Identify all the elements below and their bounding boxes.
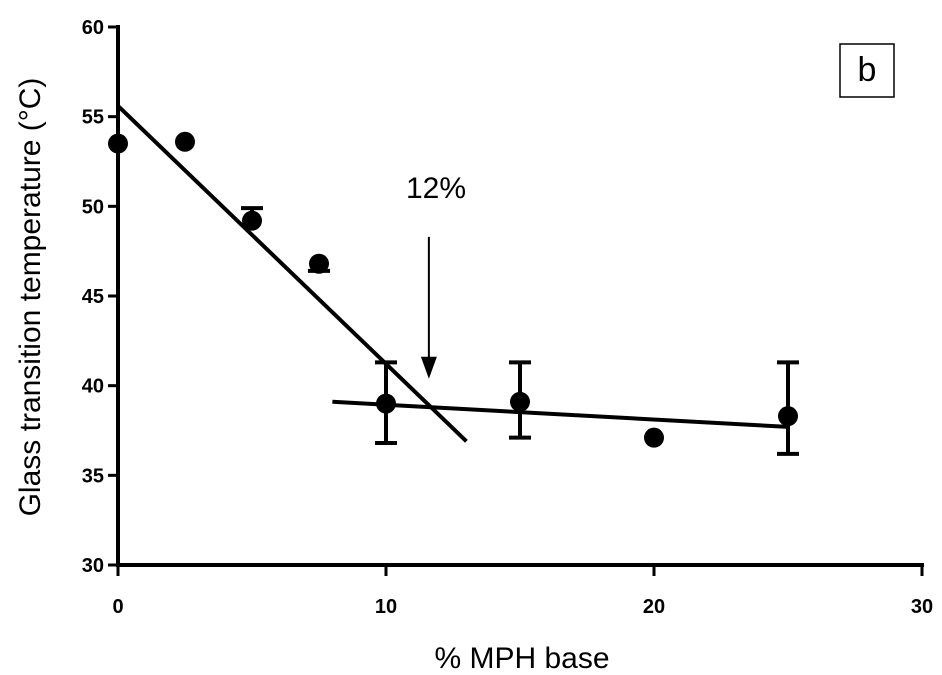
panel-label-box <box>839 43 895 98</box>
y-tick-label: 30 <box>82 555 104 577</box>
x-tick-label: 30 <box>911 596 933 618</box>
annotation-label: 12% <box>406 172 466 205</box>
data-point <box>309 253 329 274</box>
axes: 30 35 40 45 50 55 60 0 10 20 30 <box>82 17 933 618</box>
data-point <box>376 393 396 414</box>
y-tick-label: 45 <box>82 286 104 308</box>
x-tick-label: 0 <box>112 596 123 618</box>
data-point <box>175 131 195 152</box>
panel-label: b <box>858 51 877 89</box>
y-tick-label: 50 <box>82 196 104 218</box>
x-axis-title: % MPH base <box>434 642 609 675</box>
data-point <box>644 427 664 448</box>
data-point <box>778 406 798 427</box>
annotation <box>420 236 437 379</box>
data-point <box>242 210 262 231</box>
data-point <box>510 391 530 412</box>
fit-lines <box>116 104 789 443</box>
fit-line-steep <box>116 104 468 443</box>
y-tick-label: 35 <box>82 465 104 487</box>
data-points <box>108 131 799 456</box>
x-tick-label: 20 <box>643 596 665 618</box>
fit-line-flat <box>332 399 789 429</box>
annotation-arrow-head <box>420 356 437 379</box>
y-tick-label: 55 <box>82 107 104 129</box>
y-tick-label: 40 <box>82 376 104 398</box>
x-tick-label: 10 <box>375 596 397 618</box>
y-axis-title: Glass transition temperature (°C) <box>14 78 47 517</box>
y-tick-label: 60 <box>82 17 104 39</box>
data-point <box>108 133 128 154</box>
